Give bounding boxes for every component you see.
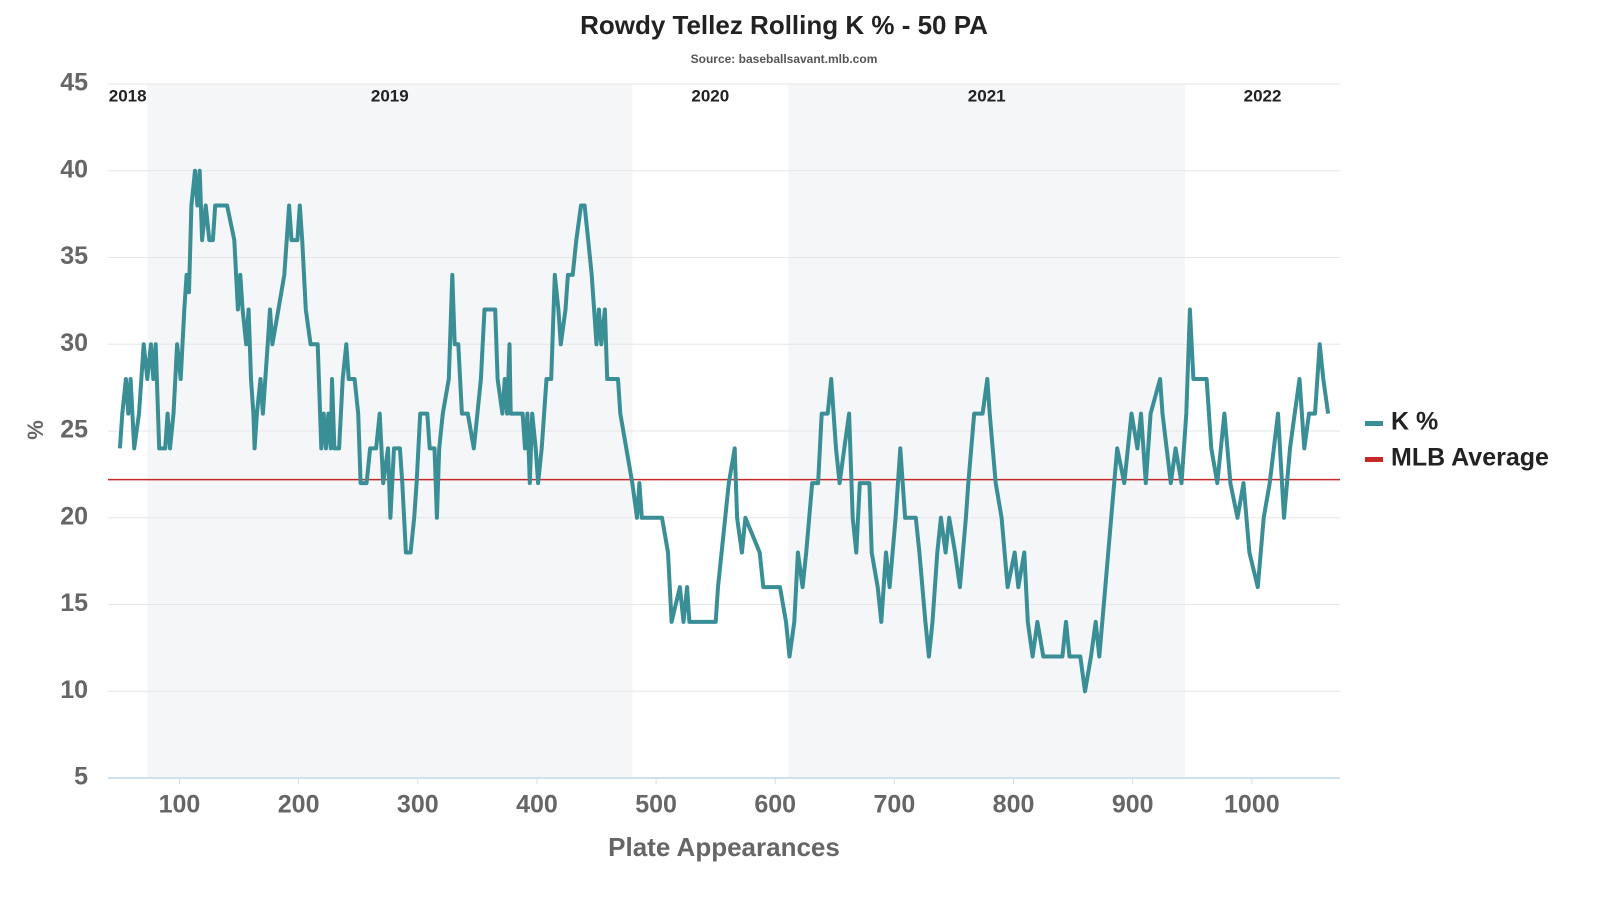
y-tick-label: 35 xyxy=(60,242,88,270)
legend: K % MLB Average xyxy=(1365,408,1549,472)
y-tick-label: 25 xyxy=(60,416,88,444)
chart-title: Rowdy Tellez Rolling K % - 50 PA xyxy=(580,10,988,40)
legend-swatch xyxy=(1365,457,1383,462)
season-label: 2019 xyxy=(371,86,409,105)
season-label: 2018 xyxy=(109,86,147,105)
season-label: 2022 xyxy=(1244,86,1282,105)
x-tick-label: 400 xyxy=(516,791,558,819)
x-tick-label: 500 xyxy=(635,791,677,819)
y-tick-label: 40 xyxy=(60,155,88,183)
legend-swatch xyxy=(1365,421,1383,426)
x-tick-label: 200 xyxy=(278,791,320,819)
legend-label: MLB Average xyxy=(1391,444,1549,472)
y-tick-label: 15 xyxy=(60,589,88,617)
legend-label: K % xyxy=(1391,408,1438,436)
y-tick-label: 5 xyxy=(74,763,88,791)
x-tick-label: 100 xyxy=(159,791,201,819)
x-tick-label: 700 xyxy=(874,791,916,819)
x-tick-label: 900 xyxy=(1112,791,1154,819)
x-axis-label: Plate Appearances xyxy=(608,832,840,862)
grid: 5 10 15 20 25 30 35 40 45 100 200 300 400 500 600 700 80… xyxy=(60,69,1340,819)
k-pct-line xyxy=(117,168,1331,694)
season-label: 2020 xyxy=(691,86,729,105)
x-tick-label: 300 xyxy=(397,791,439,819)
y-tick-label: 10 xyxy=(60,676,88,704)
y-tick-label: 45 xyxy=(60,69,88,97)
x-tick-label: 800 xyxy=(993,791,1035,819)
chart-subtitle: Source: baseballsavant.mlb.com xyxy=(691,52,878,66)
season-label: 2021 xyxy=(968,86,1006,105)
plot-marks xyxy=(108,168,1340,694)
x-tick-label: 1000 xyxy=(1224,791,1280,819)
x-tick-label: 600 xyxy=(754,791,796,819)
y-tick-label: 30 xyxy=(60,329,88,357)
y-axis-label: % xyxy=(23,420,48,440)
y-tick-label: 20 xyxy=(60,502,88,530)
